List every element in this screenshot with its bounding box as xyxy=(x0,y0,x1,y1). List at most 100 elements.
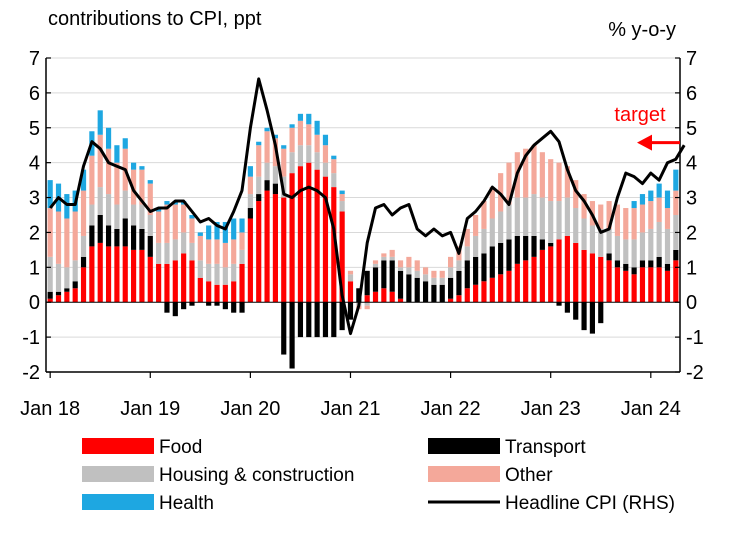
bar-food xyxy=(539,249,545,303)
bar-other xyxy=(256,145,262,177)
bar-transport xyxy=(114,228,120,247)
right-tick-label: 5 xyxy=(686,118,697,140)
bar-other xyxy=(297,120,304,146)
bar-housing xyxy=(272,166,278,184)
bar-housing xyxy=(239,249,245,264)
bar-other xyxy=(264,131,270,163)
bar-transport xyxy=(189,302,195,306)
bar-housing xyxy=(514,197,520,236)
bar-food xyxy=(614,267,621,303)
bar-health xyxy=(664,190,671,209)
bar-health xyxy=(97,110,103,135)
bar-other xyxy=(214,239,220,264)
bar-other xyxy=(389,249,395,257)
bar-transport xyxy=(247,208,253,219)
left-axis-ticks: -2 -1 0 1 2 3 4 5 6 7 xyxy=(22,48,51,384)
bar-other xyxy=(481,201,487,229)
bar-housing xyxy=(414,270,420,278)
bar-health xyxy=(639,194,646,205)
bar-transport xyxy=(606,253,612,261)
bar-housing xyxy=(664,228,671,264)
bar-other xyxy=(531,145,537,195)
bar-housing xyxy=(197,260,203,278)
bar-food xyxy=(473,284,479,303)
bar-transport xyxy=(372,267,379,292)
left-tick-label: 5 xyxy=(29,118,40,140)
bar-other xyxy=(431,270,437,278)
bar-housing xyxy=(656,221,662,257)
bar-other xyxy=(105,148,112,195)
bar-transport xyxy=(464,260,470,289)
bar-other xyxy=(664,208,671,229)
right-axis-ticks: -2 -1 0 1 2 3 4 5 6 7 xyxy=(675,48,704,384)
bar-transport xyxy=(414,277,420,303)
bar-other xyxy=(189,218,195,243)
bar-other xyxy=(631,208,637,240)
bar-other xyxy=(289,127,295,153)
bar-transport xyxy=(105,225,112,247)
bar-food xyxy=(64,291,70,303)
bar-food xyxy=(131,249,137,303)
bar-transport xyxy=(297,302,304,338)
bar-other xyxy=(181,204,187,233)
bar-other xyxy=(197,235,203,261)
bar-food xyxy=(47,298,53,303)
bar-food xyxy=(97,242,103,303)
bar-food xyxy=(397,298,404,303)
bar-transport xyxy=(548,242,554,247)
target-annotation: target xyxy=(614,104,680,151)
bar-health xyxy=(189,215,195,219)
bar-other xyxy=(372,260,379,264)
bar-food xyxy=(481,281,487,303)
bar-other xyxy=(422,267,429,275)
bar-transport xyxy=(256,194,262,202)
bar-other xyxy=(473,215,479,236)
bar-food xyxy=(489,277,495,303)
bar-food xyxy=(189,260,195,303)
headline-cpi-line xyxy=(49,77,686,336)
bar-food xyxy=(331,187,337,303)
bar-housing xyxy=(156,242,162,264)
bar-other xyxy=(206,239,212,264)
bar-other xyxy=(414,260,420,271)
bar-housing xyxy=(256,176,262,195)
bar-transport xyxy=(564,302,570,313)
bar-transport xyxy=(122,218,128,247)
bar-housing xyxy=(64,267,70,289)
bar-health xyxy=(47,180,53,209)
bar-food xyxy=(506,270,512,303)
right-tick-label: 4 xyxy=(686,153,697,175)
bar-housing xyxy=(648,228,654,261)
legend-label-other: Other xyxy=(505,465,553,486)
bar-transport xyxy=(439,284,445,303)
bar-other xyxy=(89,155,95,205)
bar-health xyxy=(272,134,278,139)
bar-other xyxy=(222,242,228,268)
bar-housing xyxy=(523,197,529,236)
bar-health xyxy=(339,190,345,195)
bar-food xyxy=(464,288,470,303)
bar-housing xyxy=(164,242,170,264)
bar-other xyxy=(247,176,253,195)
bar-food xyxy=(364,295,370,303)
bar-food xyxy=(648,267,654,303)
bar-other xyxy=(397,260,404,268)
bar-transport xyxy=(272,183,278,195)
bar-other xyxy=(406,256,412,268)
left-tick-label: 4 xyxy=(29,153,40,175)
bar-transport xyxy=(397,270,404,299)
bar-health xyxy=(281,145,287,149)
bar-housing xyxy=(172,239,178,261)
plot-frame xyxy=(45,58,681,373)
right-tick-label: 3 xyxy=(686,188,697,210)
bar-transport xyxy=(514,235,520,264)
bar-food xyxy=(281,197,287,303)
bar-food xyxy=(114,246,120,303)
bar-housing xyxy=(364,302,370,306)
bar-health xyxy=(264,127,270,132)
bar-transport xyxy=(47,291,53,299)
right-tick-label: 2 xyxy=(686,222,697,244)
bar-housing xyxy=(147,215,153,236)
bar-food xyxy=(314,169,320,303)
